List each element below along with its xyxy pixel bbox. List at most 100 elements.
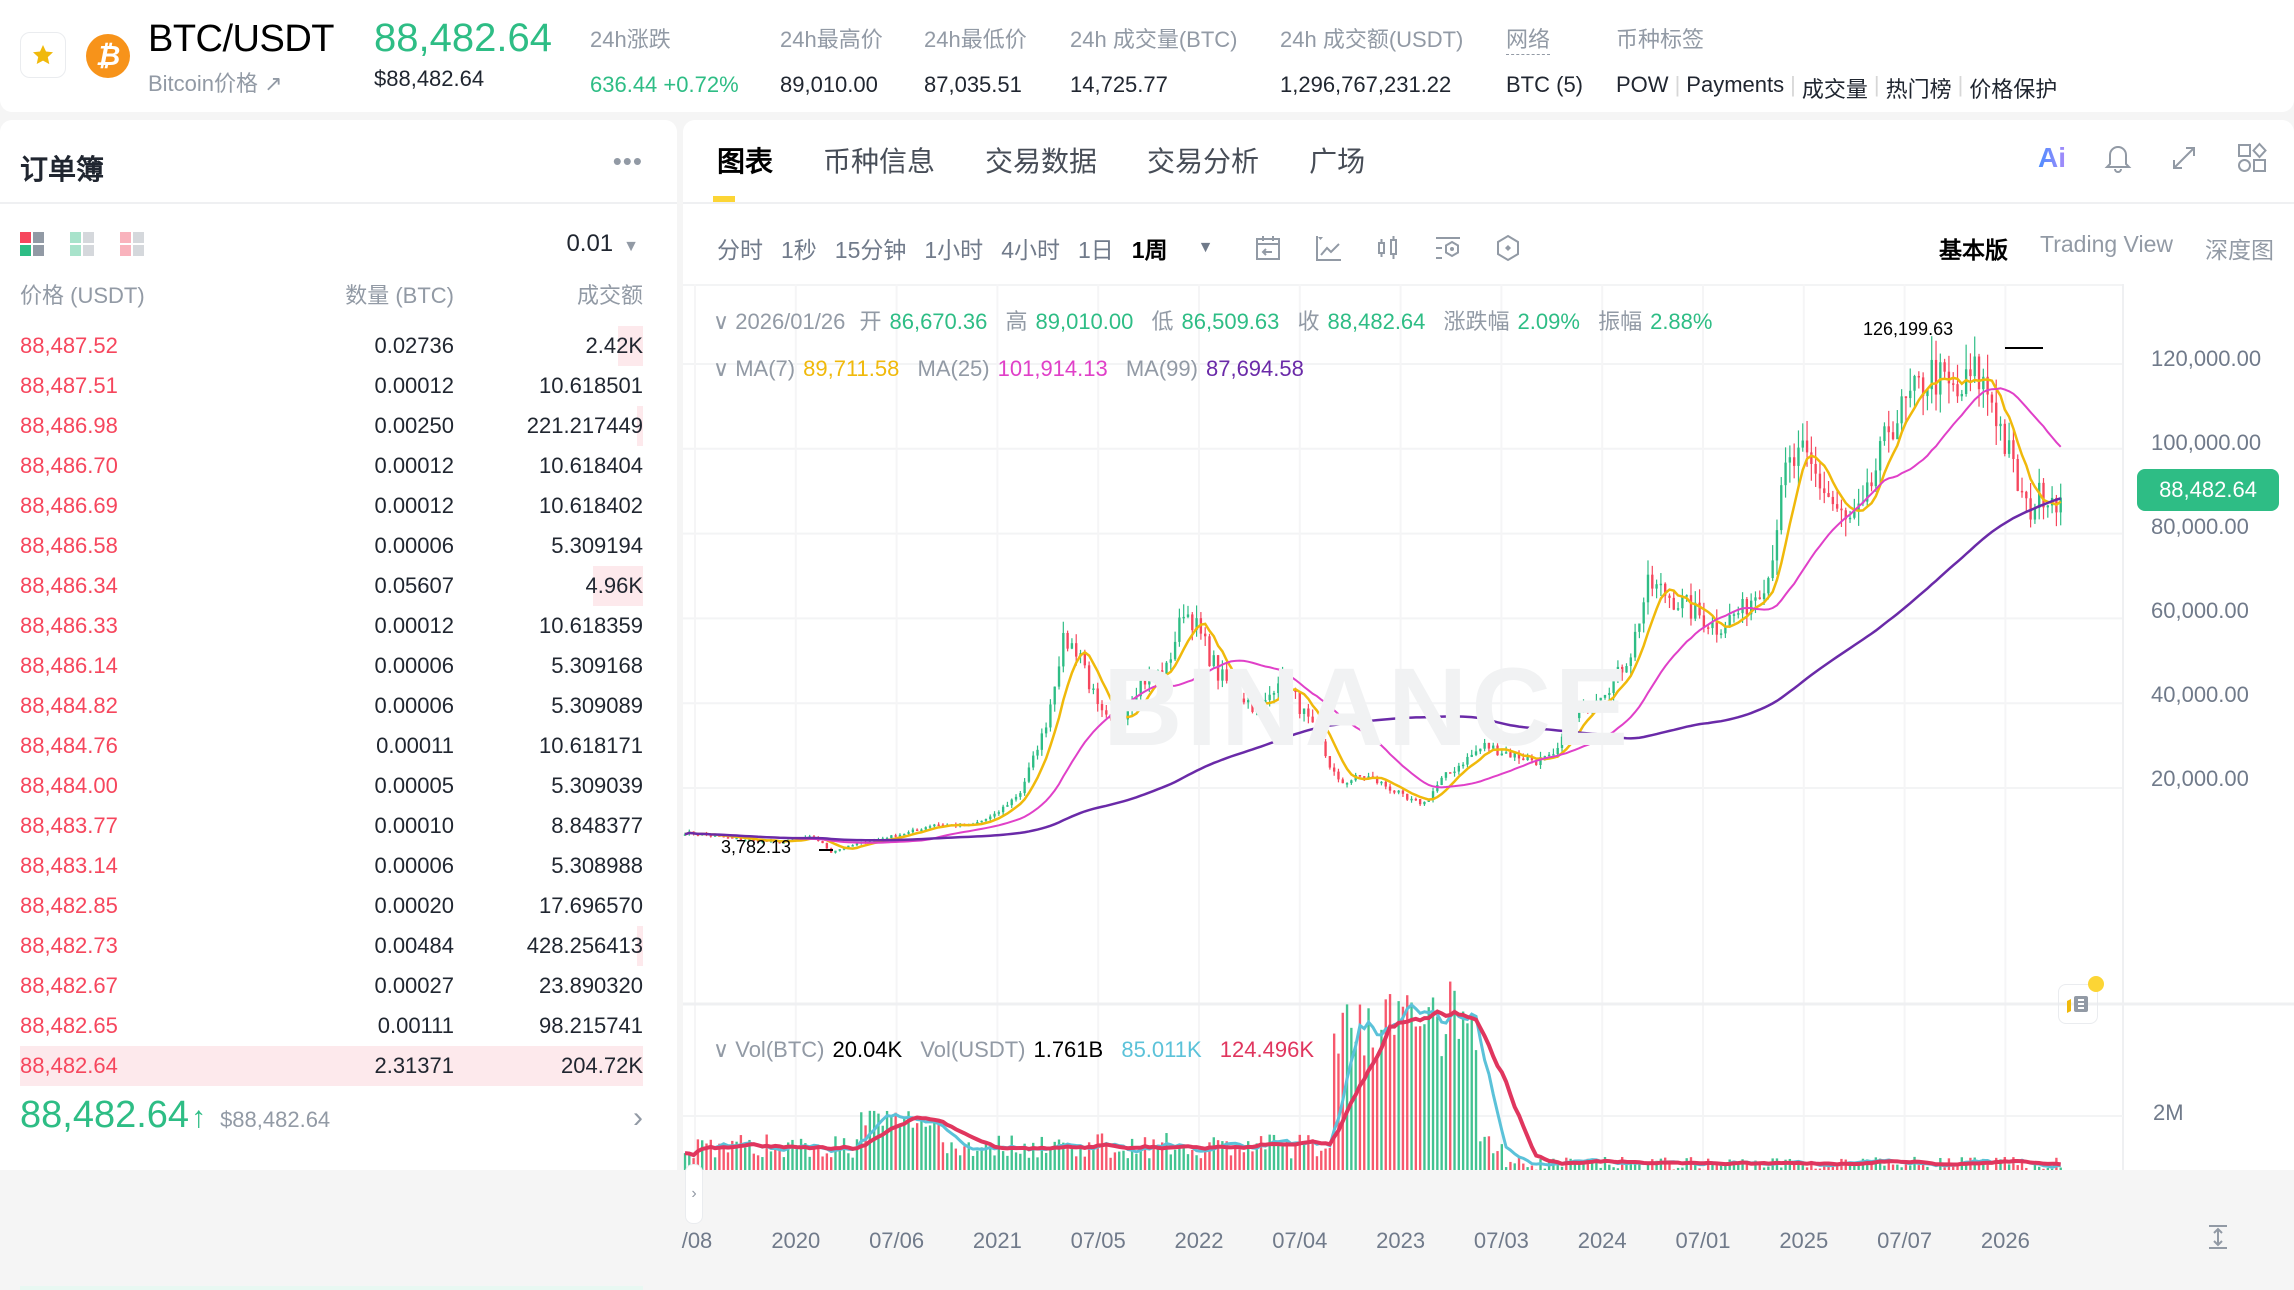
interval-1w[interactable]: 1周 [1132,231,1168,265]
stat-label: 24h最高价 [780,22,883,54]
tab-trading-data[interactable]: 交易数据 [985,140,1097,180]
close-value: 88,482.64 [1328,309,1426,334]
stat-label: 24h 成交量(BTC) [1070,22,1237,54]
mid-price-row[interactable]: 88,482.64 ↑ $88,482.64 › [20,1094,643,1137]
ask-price: 88,482.67 [20,973,310,999]
interval-dropdown-icon[interactable]: ▼ [1198,239,1214,257]
chevron-down-icon[interactable]: ∨ [713,309,729,334]
view-basic[interactable]: 基本版 [1939,231,2008,265]
interval-time[interactable]: 分时 [717,231,763,265]
stat-network[interactable]: 网络 BTC (5) [1506,22,1583,98]
ai-icon[interactable]: Ai [2038,142,2066,174]
ask-price: 88,482.65 [20,1013,310,1039]
ask-qty: 0.00250 [310,413,454,439]
more-options-icon[interactable]: ••• [613,146,643,177]
interval-1s[interactable]: 1秒 [781,231,817,265]
ask-total: 221.217449 [454,413,643,439]
hexagon-tool-icon[interactable] [1493,233,1523,263]
divider [683,202,2294,204]
mode-asks-icon[interactable] [120,232,144,256]
low-marker: 3,782.13 [721,837,791,858]
ask-total: 5.309039 [454,773,643,799]
layout-icon[interactable] [2236,142,2268,174]
ticker-header: ₿ BTC/USDT Bitcoin价格 ↗ 88,482.64 $88,482… [0,0,2294,112]
ask-qty: 0.00484 [310,933,454,959]
scroll-left-handle[interactable]: › [685,1164,703,1224]
x-tick: 2026 [1981,1228,2030,1254]
chart-toolbar: 分时 1秒 15分钟 1小时 4小时 1日 1周 ▼ 基本版 Trading V… [717,224,2274,272]
chart-tabs: 图表 币种信息 交易数据 交易分析 广场 [717,140,1365,180]
tab-trading-analysis[interactable]: 交易分析 [1147,140,1259,180]
chevron-down-icon[interactable]: ∨ [713,356,729,381]
ma25-label: MA(25) [918,356,990,381]
tag-pow[interactable]: POW [1616,72,1669,104]
stat-label: 24h涨跌 [590,22,739,54]
interval-1d[interactable]: 1日 [1078,231,1114,265]
auto-scale-icon[interactable] [2203,1222,2233,1252]
calendar-back-icon[interactable] [1253,233,1283,263]
view-tradingview[interactable]: Trading View [2040,231,2173,265]
ask-total: 17.696570 [454,893,643,919]
order-book-mode-switch [20,232,144,256]
indicator-icon[interactable] [1313,233,1343,263]
close-label: 收 [1298,309,1320,334]
interval-4h[interactable]: 4小时 [1001,231,1060,265]
tag-volume[interactable]: 成交量 [1802,72,1868,104]
chevron-down-icon[interactable]: ∨ [713,1037,729,1062]
tag-list: POW| Payments| 成交量| 热门榜| 价格保护 [1616,72,2057,104]
tick-size-select[interactable]: 0.01▼ [566,230,639,258]
interval-1h[interactable]: 1小时 [924,231,983,265]
coin-price-link[interactable]: Bitcoin价格 ↗ [148,66,283,98]
interval-15m[interactable]: 15分钟 [835,231,907,265]
favorite-button[interactable] [20,32,66,78]
ask-price: 88,483.14 [20,853,310,879]
view-depth[interactable]: 深度图 [2205,231,2274,265]
ask-total: 10.618404 [454,453,643,479]
low-value: 86,509.63 [1182,309,1280,334]
ask-qty: 0.00012 [310,613,454,639]
ohlc-date: 2026/01/26 [735,309,845,334]
expand-icon[interactable] [2170,144,2198,172]
chart-settings-icon[interactable] [1433,233,1463,263]
interval-list: 分时 1秒 15分钟 1小时 4小时 1日 1周 [717,231,1168,265]
mode-both-icon[interactable] [20,232,44,256]
ask-total: 8.848377 [454,813,643,839]
candle-type-icon[interactable] [1373,233,1403,263]
tab-chart[interactable]: 图表 [717,140,773,180]
tab-square[interactable]: 广场 [1309,140,1365,180]
notification-dot [2088,976,2104,992]
tag-hot[interactable]: 热门榜 [1886,72,1952,104]
ask-price: 88,482.64 [20,1053,310,1079]
ask-total: 10.618402 [454,493,643,519]
y-tick: 100,000.00 [2151,430,2261,456]
bell-icon[interactable] [2104,143,2132,173]
chevron-right-icon[interactable]: › [633,1101,643,1135]
tag-price-protection[interactable]: 价格保护 [1969,72,2057,104]
ask-price: 88,486.98 [20,413,310,439]
tab-coin-info[interactable]: 币种信息 [823,140,935,180]
ask-qty: 0.02736 [310,333,454,359]
tag-payments[interactable]: Payments [1686,72,1784,104]
mode-bids-icon[interactable] [70,232,94,256]
